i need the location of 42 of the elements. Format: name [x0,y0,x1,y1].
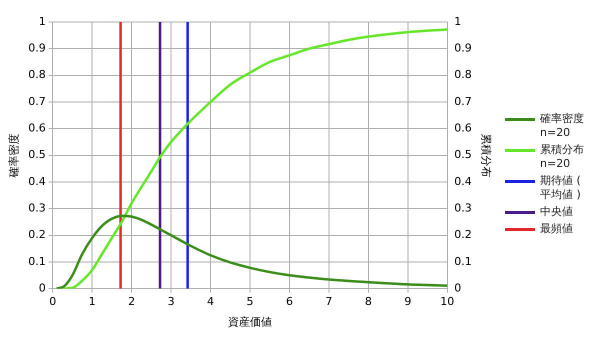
legend-label: 累積分布 n=20 [540,143,585,171]
y2-tick-label: 1 [454,14,462,28]
y2-tick-label: 0 [454,281,462,294]
y2-tick-label: 0.9 [454,42,472,55]
legend-label: 最頻値 [540,222,574,236]
y2-tick-label: 0.3 [454,201,472,214]
y2-tick-label: 0.6 [454,122,472,134]
y-tick-label: 1 [38,14,46,28]
legend-label: 中央値 [540,205,574,219]
y-tick-label: 0.7 [28,94,46,108]
y2-tick-label: 0.7 [454,94,472,108]
y-tick-label: 0.6 [28,122,46,134]
x-tick-label: 4 [207,295,214,308]
y-tick-label: 0.8 [28,68,46,82]
x-tick-label: 10 [440,295,454,308]
y2-axis-title: 累積分布 [480,133,493,178]
x-tick-label: 1 [88,295,96,308]
legend-label: 確率密度 n=20 [540,112,585,140]
y-axis-title: 確率密度 [7,133,20,178]
y-tick-label: 0.9 [28,42,46,55]
x-tick-label: 2 [128,295,136,308]
y-tick-label: 0.5 [28,148,46,162]
y2-tick-label: 0.8 [454,68,472,82]
y-tick-label: 0 [38,281,46,294]
y2-tick-label: 0.1 [454,254,472,268]
y-tick-label: 0.4 [28,174,46,188]
x-tick-label: 9 [404,295,412,308]
line-series [55,214,448,289]
x-tick-label: 3 [168,295,175,308]
y2-tick-label: 0.4 [454,174,472,188]
y2-tick-label: 0.5 [454,148,472,162]
x-tick-label: 5 [246,295,254,308]
y-tick-label: 0.1 [28,254,46,268]
x-tick-label: 6 [286,295,293,308]
x-tick-label: 0 [49,295,56,308]
legend-label: 期待値 ( 平均値 ) [540,174,582,202]
y-tick-label: 0.2 [28,228,46,242]
y2-tick-label: 0.2 [454,228,472,242]
x-tick-label: 8 [364,295,372,308]
x-tick-label: 7 [325,295,332,308]
x-axis-title: 資産価値 [228,315,272,328]
y-tick-label: 0.3 [28,201,46,214]
